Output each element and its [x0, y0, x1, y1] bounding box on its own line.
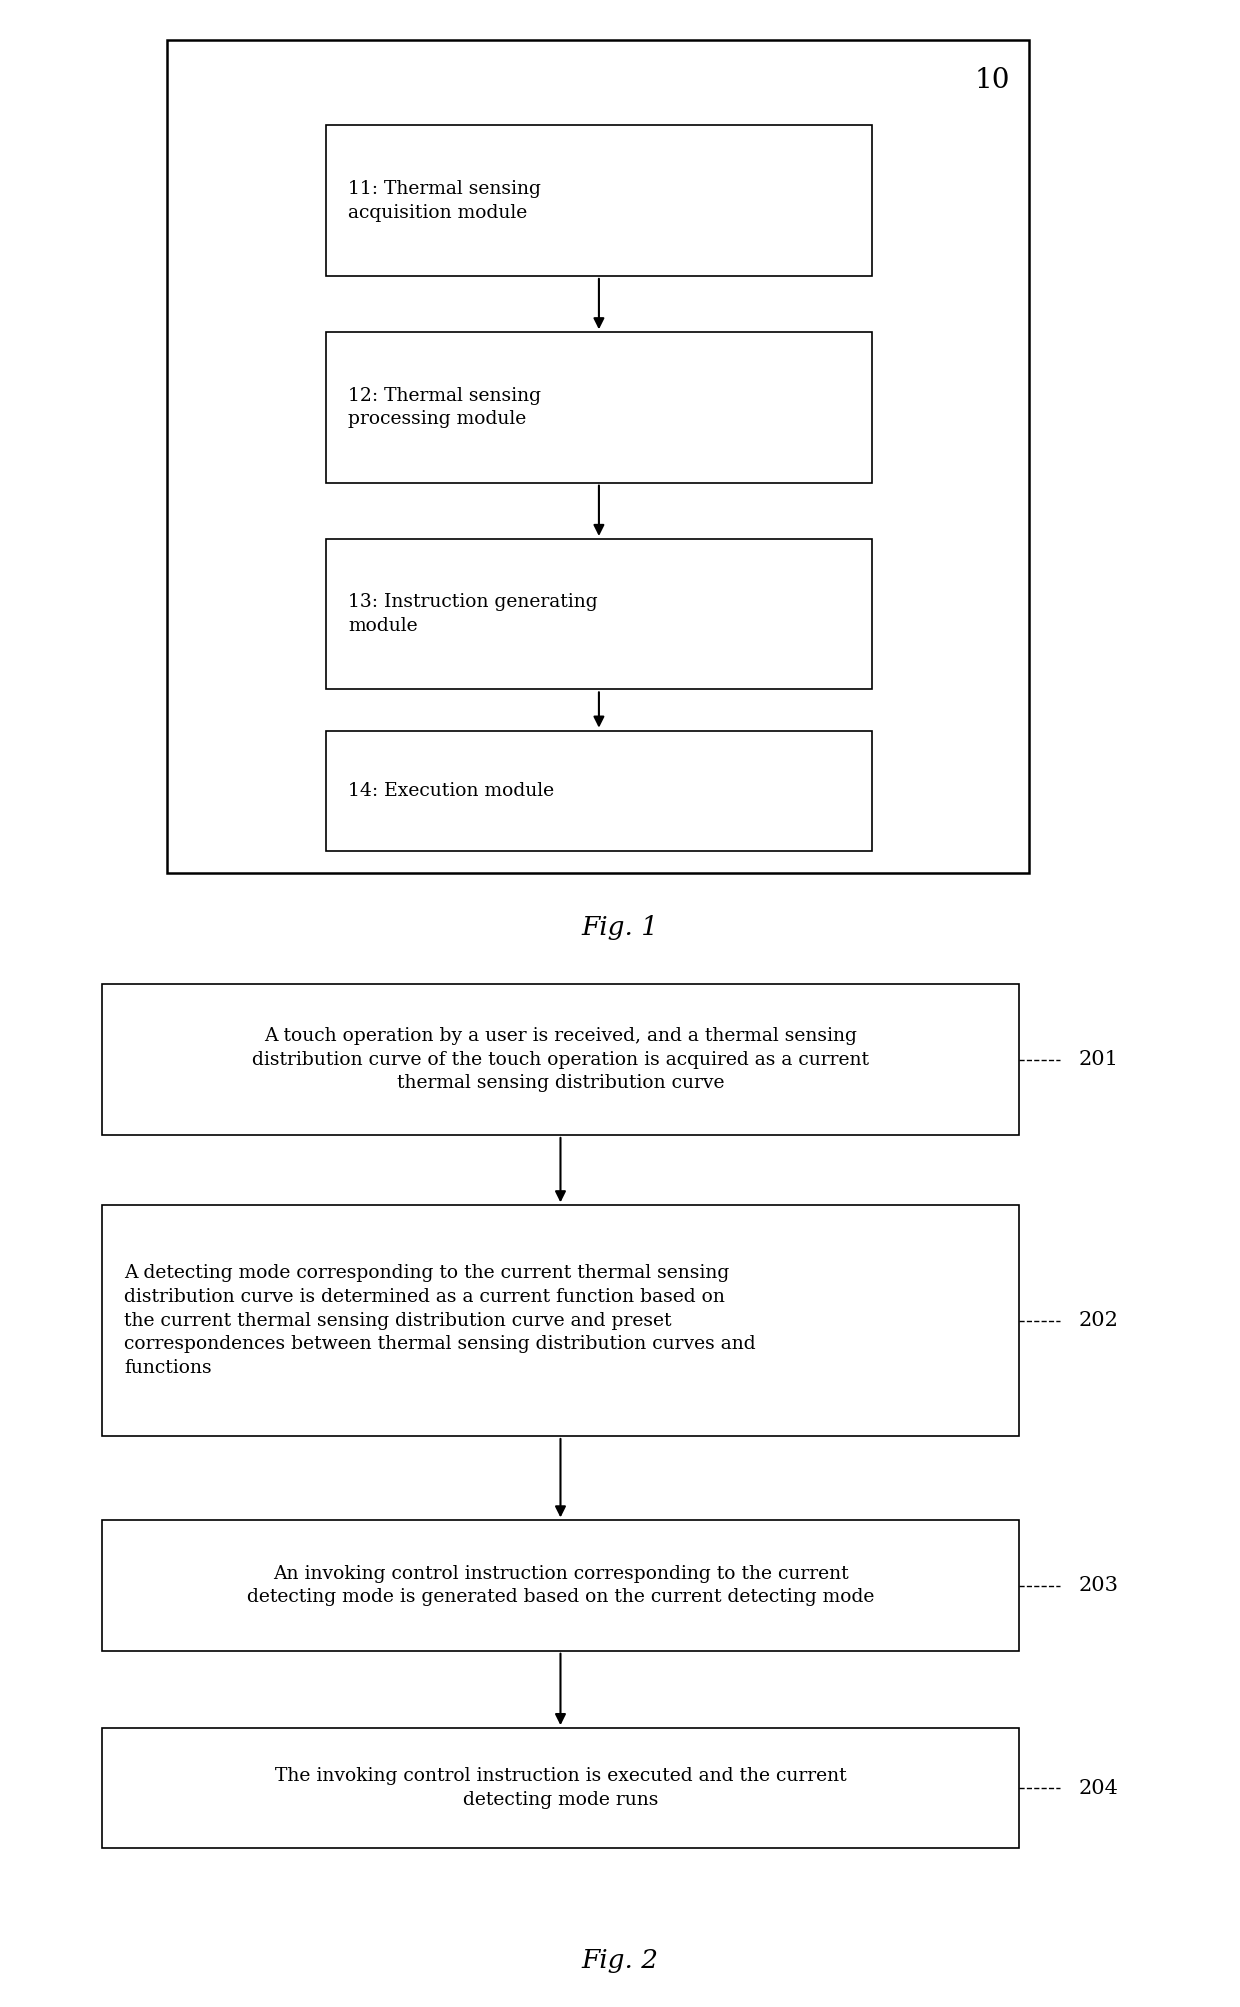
Bar	[326, 540, 872, 690]
Text: An invoking control instruction corresponding to the current
detecting mode is g: An invoking control instruction correspo…	[247, 1565, 874, 1606]
Bar	[102, 1728, 1019, 1848]
Text: 203: 203	[1079, 1575, 1118, 1596]
Bar	[326, 331, 872, 482]
Text: 13: Instruction generating
module: 13: Instruction generating module	[348, 594, 598, 634]
Bar	[102, 985, 1019, 1136]
Text: 11: Thermal sensing
acquisition module: 11: Thermal sensing acquisition module	[348, 181, 542, 221]
Bar	[167, 40, 1029, 873]
Text: 14: Execution module: 14: Execution module	[348, 783, 554, 799]
Bar	[326, 731, 872, 851]
Text: 12: Thermal sensing
processing module: 12: Thermal sensing processing module	[348, 387, 542, 427]
Text: 204: 204	[1079, 1778, 1118, 1798]
Text: A detecting mode corresponding to the current thermal sensing
distribution curve: A detecting mode corresponding to the cu…	[124, 1264, 755, 1377]
Bar	[102, 1521, 1019, 1650]
Text: 201: 201	[1079, 1050, 1118, 1070]
Text: 202: 202	[1079, 1311, 1118, 1331]
Bar	[326, 124, 872, 275]
Text: A touch operation by a user is received, and a thermal sensing
distribution curv: A touch operation by a user is received,…	[252, 1028, 869, 1092]
Text: Fig. 1: Fig. 1	[582, 915, 658, 939]
Text: The invoking control instruction is executed and the current
detecting mode runs: The invoking control instruction is exec…	[275, 1768, 846, 1808]
Bar	[102, 1204, 1019, 1437]
Text: Fig. 2: Fig. 2	[582, 1949, 658, 1973]
Text: 10: 10	[975, 66, 1009, 94]
